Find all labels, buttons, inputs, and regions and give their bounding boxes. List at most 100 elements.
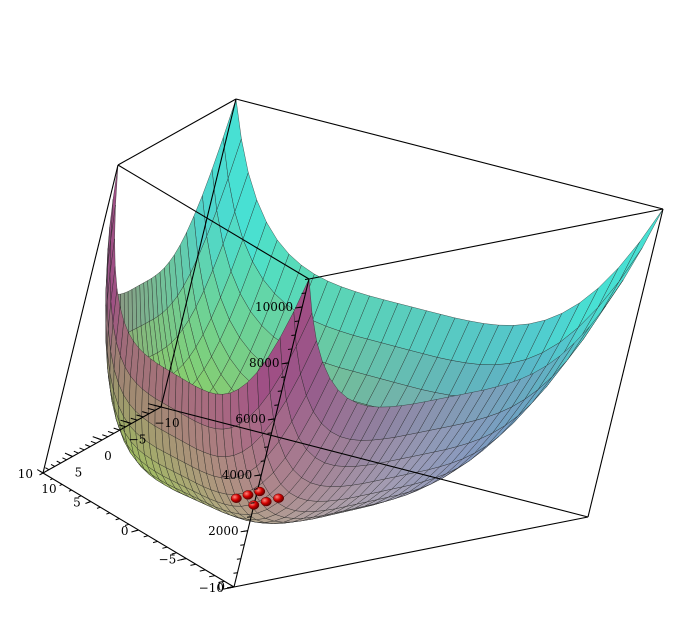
y-minor-tick [162, 546, 168, 549]
box-edge [160, 406, 589, 518]
z-minor-tick [257, 474, 262, 476]
z-minor-tick [240, 544, 245, 546]
x-minor-tick [113, 427, 120, 431]
z-minor-tick [267, 432, 272, 434]
box-edge [117, 164, 310, 280]
x-tick-label: −5 [129, 433, 147, 447]
z-tick-label: 4000 [222, 468, 253, 482]
box-edge [117, 98, 237, 166]
z-tick-label: 6000 [235, 412, 266, 426]
surface-patch [619, 208, 664, 282]
x-minor-tick [153, 404, 162, 408]
y-minor-tick [124, 523, 130, 526]
z-minor-tick [250, 502, 255, 504]
box-edge [160, 98, 237, 408]
z-tick-label: 8000 [249, 356, 280, 370]
critical-point [260, 496, 272, 507]
box-edge [235, 98, 664, 210]
x-minor-tick [62, 457, 67, 461]
x-minor-tick [45, 467, 50, 471]
y-minor-tick [68, 489, 72, 492]
y-minor-tick [218, 580, 225, 584]
critical-point [242, 490, 254, 500]
box-edge [233, 516, 589, 588]
surface-patch [293, 278, 313, 348]
x-minor-tick [79, 447, 85, 451]
x-tick-label: 5 [75, 466, 83, 480]
y-minor-tick [96, 506, 101, 509]
axes: 10 5 0 −5 −10 −10 −5 0 5 10 0 2000 4000 6000 8000 10000 [18, 278, 310, 595]
surface-patch [194, 385, 203, 425]
surface-patch [181, 378, 190, 418]
surface-patch [597, 241, 641, 308]
x-minor-tick [56, 460, 61, 464]
y-minor-tick [59, 483, 63, 487]
y-minor-tick [134, 529, 139, 532]
y-tick-label: 0 [121, 524, 129, 538]
z-minor-tick [304, 278, 310, 280]
critical-point [230, 493, 242, 503]
x-minor-tick [39, 470, 44, 474]
y-minor-tick [209, 575, 216, 578]
z-minor-tick [287, 348, 293, 350]
z-minor-tick [291, 334, 296, 336]
x-minor-tick [124, 421, 132, 424]
surface-patch [127, 289, 133, 333]
z-minor-tick [281, 376, 286, 378]
x-minor-tick [130, 417, 138, 421]
y-minor-tick [78, 495, 82, 498]
y-minor-tick [40, 472, 44, 475]
surface-patch [578, 267, 619, 328]
z-minor-tick [243, 530, 248, 532]
box-edge [308, 208, 664, 280]
y-tick-label: 5 [73, 496, 81, 510]
z-minor-tick [294, 320, 299, 322]
z-tick-label: 0 [217, 580, 225, 594]
z-minor-tick [247, 516, 252, 518]
z-tick-label: 2000 [208, 524, 239, 538]
x-minor-tick [50, 463, 56, 467]
x-tick-label: 0 [104, 449, 112, 463]
y-tick-label: 10 [18, 467, 33, 481]
bounding-box [42, 98, 664, 588]
z-minor-tick [301, 292, 306, 294]
y-minor-tick [87, 501, 91, 504]
x-minor-tick [67, 454, 73, 457]
critical-point [273, 493, 285, 503]
surface-mesh [105, 98, 664, 524]
critical-point [248, 500, 260, 510]
y-minor-tick [171, 552, 177, 555]
x-tick-label: 10 [41, 482, 56, 496]
x-minor-tick [90, 440, 97, 444]
z-minor-tick [298, 306, 303, 308]
z-minor-tick [233, 572, 238, 574]
x-tick-label: −10 [154, 416, 179, 430]
z-tick-label: 10000 [255, 300, 293, 314]
x-minor-tick [119, 424, 126, 428]
y-minor-tick [50, 478, 53, 481]
y-minor-tick [106, 512, 111, 515]
x-minor-tick [73, 450, 79, 454]
x-minor-tick [107, 430, 114, 434]
y-minor-tick [115, 518, 120, 521]
surface-patch [168, 370, 177, 411]
x-minor-tick [96, 437, 103, 441]
x-minor-tick [136, 414, 144, 418]
y-minor-tick [180, 558, 187, 561]
y-minor-tick [190, 563, 196, 566]
y-tick-label: −10 [199, 581, 224, 595]
z-minor-tick [277, 390, 282, 392]
z-minor-tick [260, 460, 265, 462]
box-edge [587, 208, 664, 518]
surface-patch [201, 389, 209, 428]
x-minor-tick [102, 434, 109, 438]
x-minor-tick [85, 444, 91, 448]
z-minor-tick [253, 488, 258, 490]
y-tick-label: −5 [159, 553, 177, 567]
y-minor-tick [199, 569, 206, 572]
box-edge [42, 164, 119, 474]
z-minor-tick [230, 586, 235, 588]
x-minor-tick [147, 407, 156, 411]
z-minor-tick [270, 418, 276, 420]
